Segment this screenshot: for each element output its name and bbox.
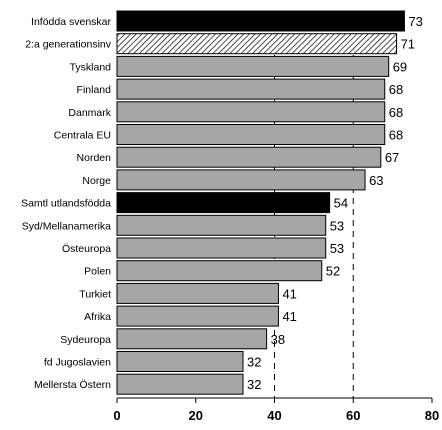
value-label: 32	[247, 355, 261, 370]
value-label: 38	[271, 332, 285, 347]
bar-2	[116, 33, 398, 55]
category-label: Infödda svenskar	[31, 16, 111, 28]
x-axis: 0 20 40 60 80	[113, 397, 439, 423]
value-label: 41	[282, 286, 296, 301]
bar-12	[116, 260, 323, 282]
bar-9	[116, 192, 331, 214]
x-tick-label: 60	[346, 408, 360, 423]
bar-10	[116, 214, 327, 236]
value-label: 67	[385, 150, 399, 165]
value-label: 54	[334, 196, 348, 211]
category-label: Syd/Mellanamerika	[22, 220, 111, 232]
value-label: 68	[389, 82, 403, 97]
value-label: 71	[401, 37, 415, 52]
category-label: Östeuropa	[62, 243, 111, 255]
value-label: 32	[247, 377, 261, 392]
category-label: Norden	[77, 152, 112, 164]
bar-5	[116, 101, 386, 123]
category-labels: Infödda svenskar 2:a generationsinv Tyskla…	[21, 16, 112, 391]
reference-lines	[274, 11, 354, 398]
category-label: Tyskland	[70, 61, 112, 73]
bar-16	[116, 351, 244, 372]
category-label: fd Jugoslavien	[44, 357, 111, 369]
bar-6	[116, 124, 386, 145]
bar-15	[116, 328, 268, 350]
x-tick-label: 40	[267, 408, 281, 423]
bar-7	[116, 146, 382, 168]
value-label: 69	[393, 59, 407, 74]
category-label: Sydeuropa	[60, 334, 111, 346]
category-label: Polen	[84, 266, 111, 278]
bar-17	[116, 373, 244, 395]
category-label: Centrala EU	[54, 130, 111, 142]
bar-8	[116, 169, 366, 191]
category-label: Mellersta Östern	[34, 379, 111, 391]
value-label: 68	[389, 105, 403, 120]
bar-1	[116, 10, 405, 32]
bar-13	[116, 282, 279, 304]
value-label: 41	[282, 309, 296, 324]
value-label: 53	[330, 218, 344, 233]
value-label: 52	[326, 264, 340, 279]
bar-14	[116, 305, 279, 327]
x-tick-label: 80	[425, 408, 439, 423]
value-label: 73	[408, 14, 422, 29]
category-label: Danmark	[68, 107, 111, 119]
value-label: 63	[369, 173, 383, 188]
category-label: Afrika	[84, 311, 111, 323]
value-label: 53	[330, 241, 344, 256]
bars	[116, 10, 405, 395]
bar-11	[116, 237, 327, 259]
category-label: 2:a generationsinv	[25, 39, 112, 51]
value-label: 68	[389, 128, 403, 143]
category-label: Turkiet	[79, 288, 111, 300]
category-label: Norge	[82, 175, 111, 187]
x-tick-label: 0	[113, 408, 120, 423]
category-label: Finland	[77, 84, 112, 96]
bar-4	[116, 78, 386, 100]
category-label: Samtl utlandsfödda	[21, 198, 111, 210]
x-tick-label: 20	[189, 408, 203, 423]
bar-3	[116, 55, 390, 77]
